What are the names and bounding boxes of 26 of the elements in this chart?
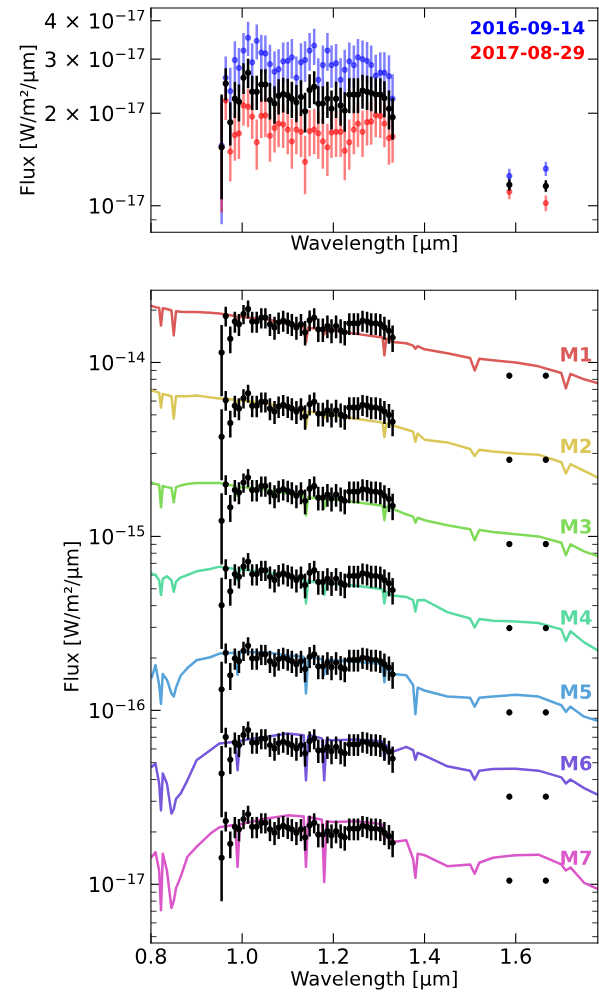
y-tick-label: 10$^{−17}$: [90, 873, 145, 893]
x-axis-title: Wavelength [μm]: [291, 970, 457, 990]
y-tick-label: 10$^{−16}$: [90, 699, 145, 719]
series-label: M4: [561, 610, 592, 625]
series-label: M3: [561, 519, 591, 534]
series-label: M5: [561, 684, 592, 699]
y-axis-title: Flux [W/m²/μm]: [63, 542, 83, 691]
series-label: M7: [561, 850, 591, 865]
x-tick-label: 0.8: [135, 948, 167, 964]
y-tick-label: 10$^{−14}$: [90, 351, 145, 371]
text: 2016-09-14: [471, 20, 585, 35]
x-tick-label: 1.4: [410, 948, 440, 964]
y-axis-title: Flux [W/m²/μm]: [19, 45, 39, 195]
x-tick-label: 1.0: [227, 948, 258, 964]
series-label: M2: [561, 438, 591, 453]
series-label: M1: [561, 347, 592, 362]
y-tick-label: 2 × 10$^{−17}$: [45, 102, 145, 122]
x-axis-title: Wavelength [μm]: [291, 235, 457, 254]
series-label: M6: [561, 755, 592, 771]
y-tick-label: 3 × 10$^{−17}$: [45, 48, 145, 68]
y-tick-label: 10$^{−17}$: [90, 194, 145, 214]
x-tick-label: 1.6: [501, 948, 531, 964]
y-tick-label: 4 × 10$^{−17}$: [45, 9, 145, 29]
x-tick-label: 1.2: [319, 948, 348, 964]
y-tick-label: 10$^{−15}$: [90, 525, 145, 545]
text: 2017-08-29: [471, 45, 585, 60]
